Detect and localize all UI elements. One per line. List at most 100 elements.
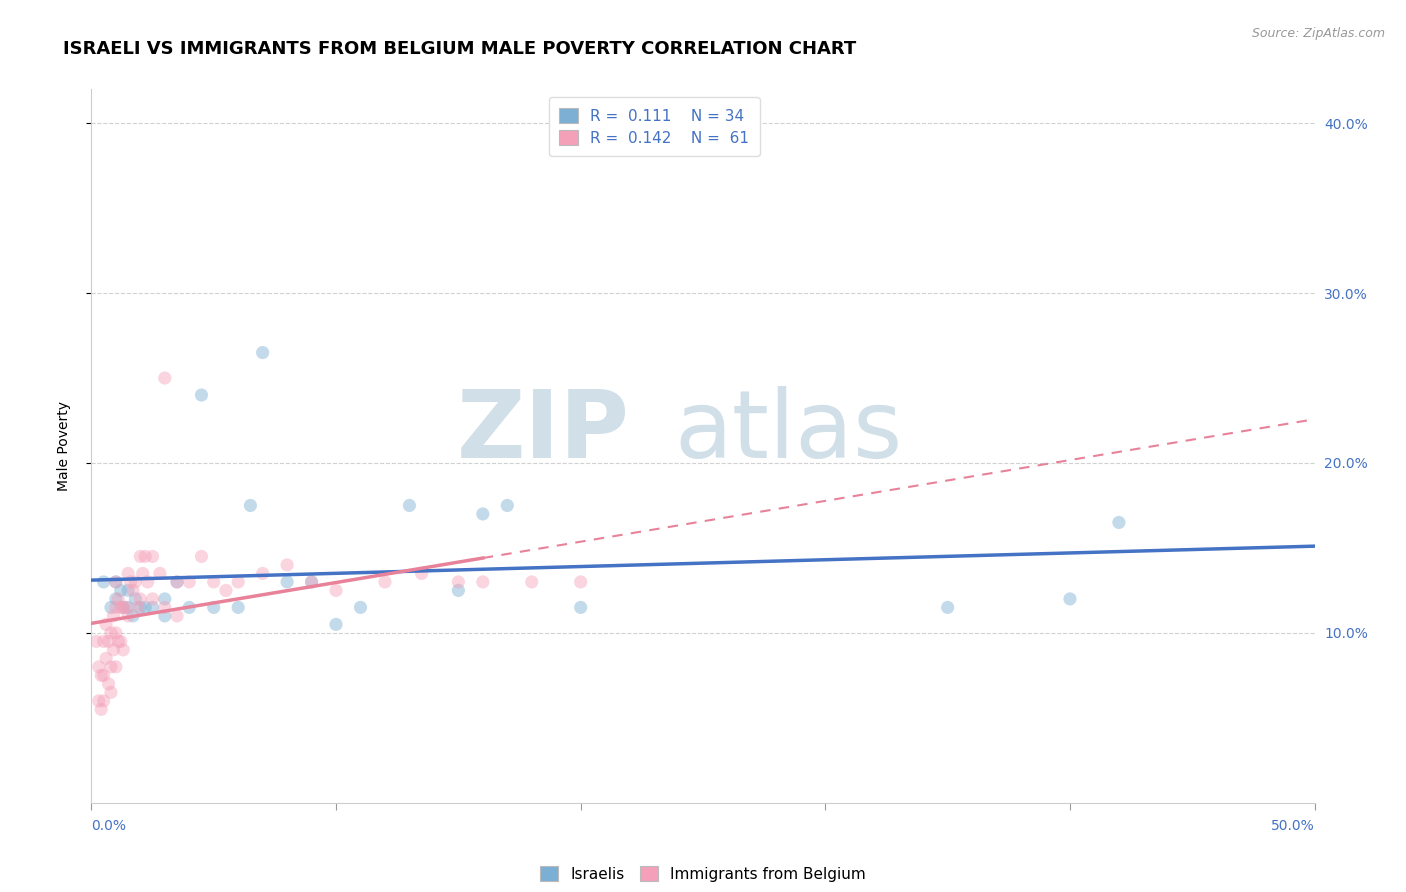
Point	[141, 549, 163, 564]
Point	[112, 600, 135, 615]
Point	[202, 574, 225, 589]
Point	[129, 591, 152, 606]
Point	[122, 583, 145, 598]
Point	[103, 643, 125, 657]
Point	[226, 574, 249, 589]
Point	[132, 566, 155, 581]
Point	[90, 702, 112, 716]
Point	[110, 600, 132, 615]
Point	[112, 600, 135, 615]
Point	[87, 660, 110, 674]
Point	[325, 617, 347, 632]
Point	[104, 574, 127, 589]
Point	[93, 574, 115, 589]
Point	[114, 600, 136, 615]
Point	[107, 591, 129, 606]
Point	[447, 583, 470, 598]
Point	[190, 549, 212, 564]
Point	[179, 600, 201, 615]
Point	[325, 583, 347, 598]
Point	[93, 668, 115, 682]
Point	[215, 583, 238, 598]
Point	[112, 643, 135, 657]
Point	[97, 634, 120, 648]
Point	[447, 574, 470, 589]
Point	[276, 558, 298, 572]
Point	[93, 694, 115, 708]
Point	[117, 583, 139, 598]
Point	[84, 634, 107, 648]
Point	[936, 600, 959, 615]
Point	[569, 600, 592, 615]
Point	[107, 634, 129, 648]
Point	[103, 608, 125, 623]
Point	[104, 574, 127, 589]
Point	[166, 574, 188, 589]
Point	[301, 574, 323, 589]
Point	[349, 600, 371, 615]
Point	[117, 608, 139, 623]
Point	[398, 499, 420, 513]
Point	[1059, 591, 1081, 606]
Point	[471, 507, 494, 521]
Point	[252, 345, 274, 359]
Point	[179, 574, 201, 589]
Y-axis label: Male Poverty: Male Poverty	[56, 401, 70, 491]
Text: ZIP: ZIP	[457, 385, 630, 478]
Point	[226, 600, 249, 615]
Point	[496, 499, 519, 513]
Point	[87, 694, 110, 708]
Point	[569, 574, 592, 589]
Point	[166, 574, 188, 589]
Point	[100, 660, 122, 674]
Point	[100, 685, 122, 699]
Point	[520, 574, 543, 589]
Point	[97, 677, 120, 691]
Point	[127, 600, 149, 615]
Point	[93, 634, 115, 648]
Point	[252, 566, 274, 581]
Text: Source: ZipAtlas.com: Source: ZipAtlas.com	[1251, 27, 1385, 40]
Point	[124, 591, 146, 606]
Point	[120, 574, 142, 589]
Point	[110, 583, 132, 598]
Point	[104, 660, 127, 674]
Point	[94, 651, 117, 665]
Text: atlas: atlas	[675, 385, 903, 478]
Point	[124, 574, 146, 589]
Point	[153, 591, 176, 606]
Point	[94, 617, 117, 632]
Point	[110, 634, 132, 648]
Point	[134, 549, 156, 564]
Point	[100, 626, 122, 640]
Point	[104, 591, 127, 606]
Point	[129, 600, 152, 615]
Point	[411, 566, 433, 581]
Point	[122, 608, 145, 623]
Point	[190, 388, 212, 402]
Point	[90, 668, 112, 682]
Point	[100, 600, 122, 615]
Point	[1108, 516, 1130, 530]
Point	[153, 371, 176, 385]
Point	[129, 549, 152, 564]
Text: 0.0%: 0.0%	[91, 819, 127, 832]
Point	[104, 600, 127, 615]
Point	[202, 600, 225, 615]
Point	[104, 626, 127, 640]
Point	[134, 600, 156, 615]
Point	[166, 608, 188, 623]
Point	[141, 600, 163, 615]
Point	[117, 600, 139, 615]
Point	[276, 574, 298, 589]
Point	[374, 574, 396, 589]
Point	[117, 566, 139, 581]
Point	[301, 574, 323, 589]
Legend: Israelis, Immigrants from Belgium: Israelis, Immigrants from Belgium	[534, 860, 872, 888]
Text: ISRAELI VS IMMIGRANTS FROM BELGIUM MALE POVERTY CORRELATION CHART: ISRAELI VS IMMIGRANTS FROM BELGIUM MALE …	[63, 40, 856, 58]
Text: 50.0%: 50.0%	[1271, 819, 1315, 832]
Point	[153, 608, 176, 623]
Point	[149, 566, 172, 581]
Point	[136, 574, 159, 589]
Point	[471, 574, 494, 589]
